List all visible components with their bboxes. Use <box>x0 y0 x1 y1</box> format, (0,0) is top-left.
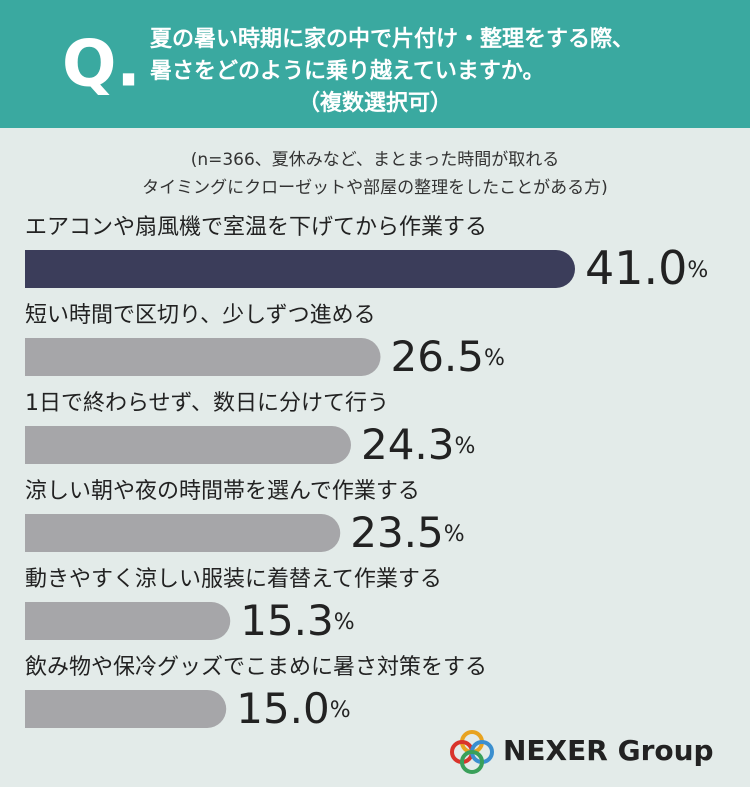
title-line: （複数選択可） <box>298 90 452 116</box>
badge: Q. <box>62 28 141 102</box>
category-label: 動きやすく涼しい服装に着替えて作業する <box>25 567 442 592</box>
category-label: 短い時間で区切り、少しずつ進める <box>25 303 376 328</box>
source-logo: NEXER Group <box>503 734 714 767</box>
category-label: エアコンや扇風機で室温を下げてから作業する <box>25 215 487 240</box>
subtitle: (n=366、夏休みなど、まとまった時間が取れる <box>191 150 560 170</box>
subtitle: タイミングにクローゼットや部屋の整理をしたことがある方) <box>142 178 608 198</box>
header-band <box>0 0 750 128</box>
category-label: 涼しい朝や夜の時間帯を選んで作業する <box>25 479 420 504</box>
bar <box>25 250 575 288</box>
category-label: 飲み物や保冷グッズでこまめに暑さ対策をする <box>25 655 487 680</box>
value-label: 41.0% <box>585 241 708 295</box>
title-line: 夏の暑い時期に家の中で片付け・整理をする際、 <box>150 26 634 52</box>
category-label: 1日で終わらせず、数日に分けて行う <box>25 391 389 416</box>
value-label: 26.5% <box>390 332 504 381</box>
title-line: 暑さをどのように乗り越えていますか。 <box>150 59 544 84</box>
value-label: 15.3% <box>240 596 354 645</box>
bar <box>25 602 231 640</box>
bar <box>25 514 341 552</box>
bar <box>25 338 381 376</box>
logo-icon <box>450 730 494 774</box>
bar <box>25 426 351 464</box>
bar <box>25 690 227 728</box>
value-label: 23.5% <box>350 508 464 557</box>
value-label: 15.0% <box>236 684 350 733</box>
value-label: 24.3% <box>361 420 475 469</box>
